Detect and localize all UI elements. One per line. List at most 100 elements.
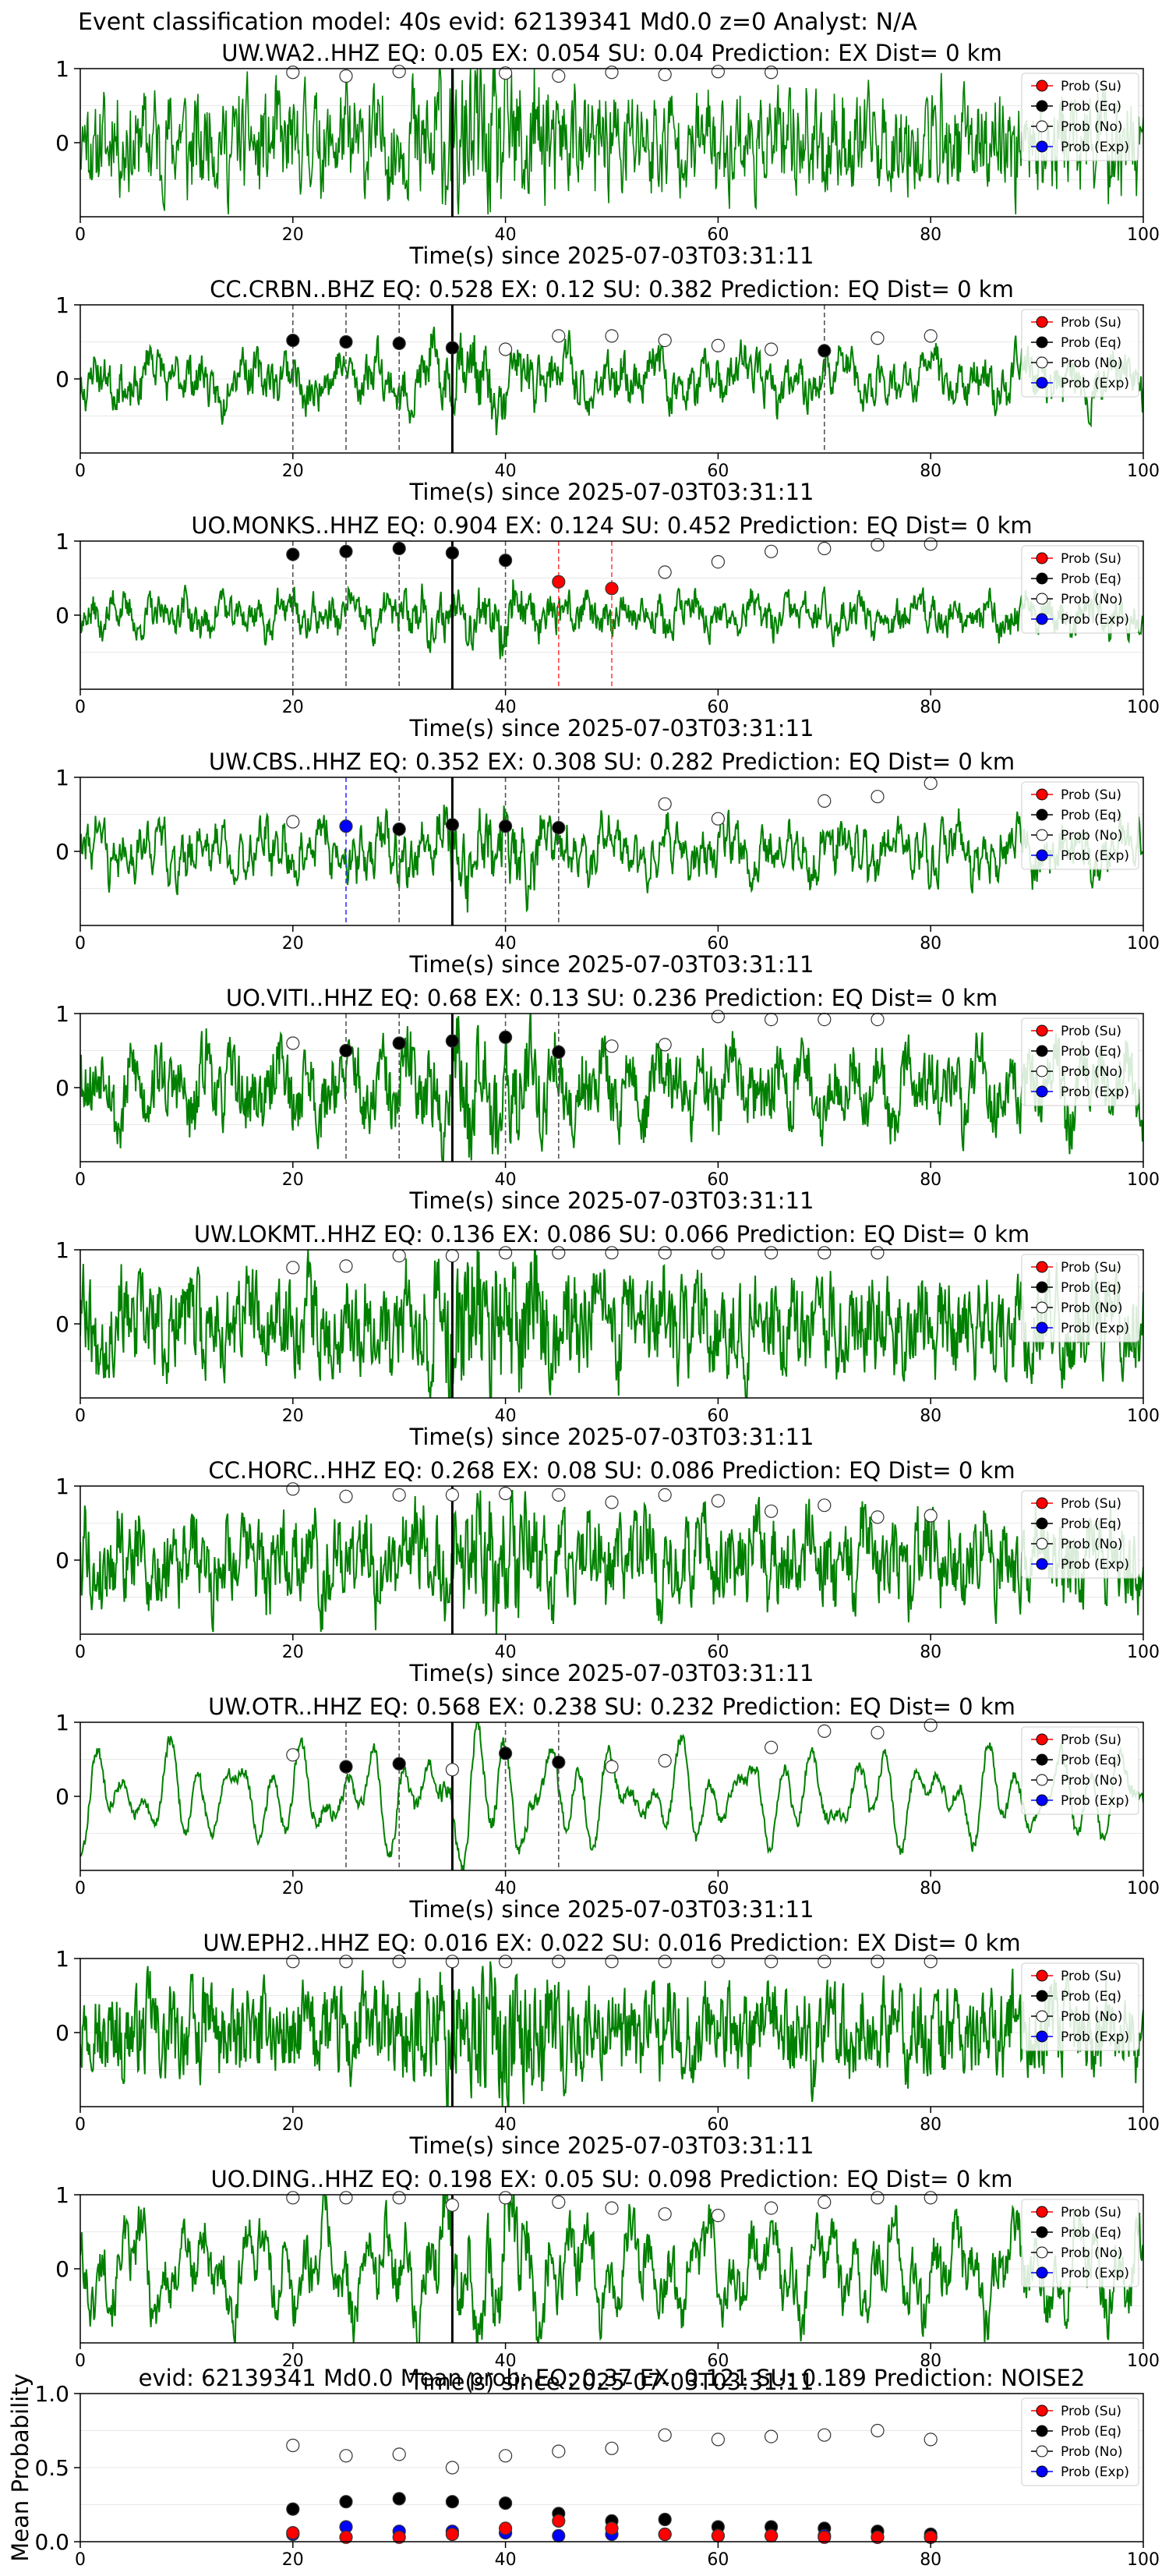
legend-box	[1021, 1490, 1139, 1579]
x-tick-label: 80	[920, 2351, 941, 2371]
prob-marker-no	[498, 1246, 513, 1260]
legend-swatch-marker	[1036, 1794, 1048, 1806]
x-tick-label: 100	[1127, 2351, 1160, 2371]
prob-marker-eq	[498, 554, 513, 568]
mean-prob-marker-no	[498, 2449, 513, 2463]
prob-marker-no	[658, 1955, 672, 1969]
legend-box	[1021, 781, 1139, 870]
legend-swatch-marker	[1036, 140, 1048, 153]
x-axis-label: Time(s) since 2025-07-03T03:31:11	[409, 951, 814, 978]
legend-swatch-marker	[1036, 1497, 1048, 1509]
prob-marker-no	[605, 1039, 619, 1053]
prob-marker-no	[818, 1012, 832, 1027]
legend-entry: Prob (Su)	[1061, 1496, 1121, 1512]
prob-marker-no	[764, 1246, 779, 1260]
legend-entry: Prob (No)	[1061, 1064, 1123, 1080]
prob-marker-no	[339, 2191, 353, 2205]
x-tick-label: 80	[920, 934, 941, 954]
station-panel: UW.LOKMT..HHZ EQ: 0.136 EX: 0.086 SU: 0.…	[55, 1221, 1160, 1450]
summary-panel: evid: 62139341 Md0.0 Mean prob: EQ: 0.37…	[7, 2365, 1160, 2570]
legend-swatch-marker	[1036, 552, 1048, 564]
prob-marker-no	[605, 1495, 619, 1509]
mean-prob-marker-su	[871, 2530, 885, 2544]
x-tick-label: 80	[920, 2115, 941, 2135]
legend-swatch-marker	[1036, 572, 1048, 585]
mean-prob-marker-no	[392, 2447, 406, 2461]
prob-marker-no	[764, 544, 779, 558]
y-tick-label: 1	[55, 1710, 69, 1736]
prob-marker-no	[764, 1955, 779, 1969]
waveform-group	[80, 579, 1143, 660]
mean-prob-marker-no	[445, 2461, 460, 2475]
prob-marker-no	[392, 65, 406, 79]
x-tick-label: 80	[920, 698, 941, 717]
prob-marker-no	[871, 1246, 885, 1260]
mean-prob-marker-no	[605, 2441, 619, 2455]
prob-marker-no	[658, 334, 672, 348]
prob-marker-no	[392, 1955, 406, 1969]
mean-prob-marker-no	[658, 2428, 672, 2442]
legend-swatch-marker	[1036, 849, 1048, 862]
mean-prob-marker-su	[498, 2521, 513, 2535]
x-tick-label: 0	[75, 1643, 86, 1662]
x-tick-label: 80	[920, 1407, 941, 1426]
x-axis-label: Time(s) since 2025-07-03T03:31:11	[409, 715, 814, 741]
legend-swatch-marker	[1036, 829, 1048, 841]
x-tick-label: 40	[495, 1879, 517, 1898]
mean-prob-marker-eq	[658, 2512, 672, 2527]
legend-entry: Prob (No)	[1061, 2444, 1123, 2460]
x-tick-label: 60	[707, 934, 729, 954]
legend-entry: Prob (Eq)	[1061, 1044, 1121, 1060]
y-tick-label: 0	[55, 1075, 69, 1101]
prob-marker-no	[498, 2191, 513, 2205]
x-tick-label: 40	[495, 1643, 517, 1662]
prob-marker-no	[498, 342, 513, 356]
y-tick-label: 0	[55, 366, 69, 392]
waveform-group	[80, 327, 1143, 436]
prob-marker-no	[818, 794, 832, 809]
prob-marker-no	[711, 1494, 726, 1508]
prob-marker-no	[605, 1760, 619, 1774]
x-tick-label: 100	[1127, 934, 1160, 954]
legend-swatch-marker	[1036, 1969, 1048, 1982]
y-tick-label: 1	[55, 529, 69, 554]
x-tick-label: 60	[707, 2351, 729, 2371]
prob-marker-no	[924, 537, 938, 551]
mean-prob-marker-su	[552, 2514, 566, 2528]
prob-marker-no	[445, 1488, 460, 1502]
waveform-trace	[80, 805, 1143, 913]
prob-marker-no	[286, 1955, 300, 1969]
x-tick-label: 0	[75, 1879, 86, 1898]
legend-entry: Prob (Eq)	[1061, 571, 1121, 587]
x-tick-label: 0	[75, 225, 86, 245]
prob-marker-no	[711, 1010, 726, 1024]
prob-marker-no	[445, 1763, 460, 1777]
prob-marker-eq	[339, 1760, 353, 1774]
mean-prob-marker-no	[339, 2449, 353, 2463]
y-tick-label: 1	[55, 1237, 69, 1263]
legend-box	[1021, 1017, 1139, 1106]
legend-box	[1021, 1962, 1139, 2051]
legend-entry: Prob (Exp)	[1061, 2465, 1129, 2480]
legend-entry: Prob (Eq)	[1061, 808, 1121, 823]
legend-entry: Prob (Eq)	[1061, 335, 1121, 351]
prob-marker-no	[286, 2191, 300, 2205]
prob-marker-no	[286, 1482, 300, 1496]
legend-entry: Prob (Eq)	[1061, 1280, 1121, 1296]
waveform-trace	[80, 1014, 1143, 1162]
prob-marker-no	[552, 2195, 566, 2210]
legend-entry: Prob (Exp)	[1061, 1557, 1129, 1573]
waveform-group	[80, 1489, 1143, 1634]
x-axis-label: Time(s) since 2025-07-03T03:31:11	[409, 1187, 814, 1214]
legend-swatch-marker	[1036, 1537, 1048, 1550]
legend-entry: Prob (Eq)	[1061, 2424, 1121, 2440]
x-tick-label: 100	[1127, 462, 1160, 481]
legend-entry: Prob (Eq)	[1061, 1516, 1121, 1532]
station-panel: UW.EPH2..HHZ EQ: 0.016 EX: 0.022 SU: 0.0…	[55, 1930, 1160, 2159]
prob-marker-no	[445, 1955, 460, 1969]
waveform-trace	[80, 327, 1143, 436]
prob-marker-no	[924, 329, 938, 343]
y-tick-label: 0	[55, 1311, 69, 1337]
y-tick-label: 1	[55, 1946, 69, 1972]
